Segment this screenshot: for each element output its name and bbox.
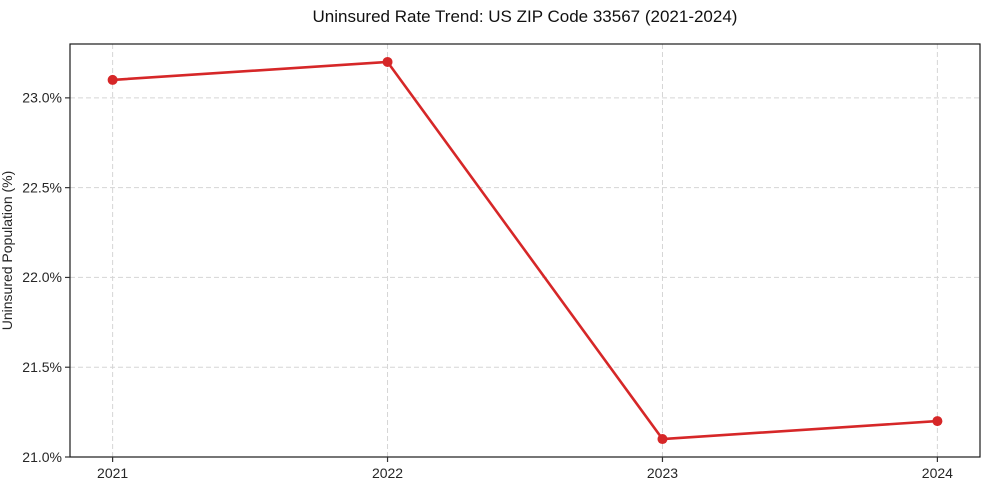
trend-line (111, 60, 939, 441)
chart-title: Uninsured Rate Trend: US ZIP Code 33567 … (312, 7, 738, 26)
y-axis-label: Uninsured Population (%) (0, 171, 15, 331)
y-tick-label: 21.0% (22, 449, 62, 465)
x-tick-label: 2021 (97, 465, 128, 481)
y-tick-label: 23.0% (22, 90, 62, 106)
data-point-2022 (382, 56, 393, 67)
x-tick-label: 2022 (372, 465, 403, 481)
data-point-2023 (657, 434, 668, 445)
data-point-2024 (932, 416, 943, 427)
y-tick-label: 21.5% (22, 359, 62, 375)
x-tick-label: 2023 (647, 465, 678, 481)
y-tick-label: 22.0% (22, 269, 62, 285)
plot-spines (69, 43, 981, 458)
y-tick-label: 22.5% (22, 179, 62, 195)
data-point-2021 (107, 74, 118, 85)
x-tick-label: 2024 (922, 465, 953, 481)
